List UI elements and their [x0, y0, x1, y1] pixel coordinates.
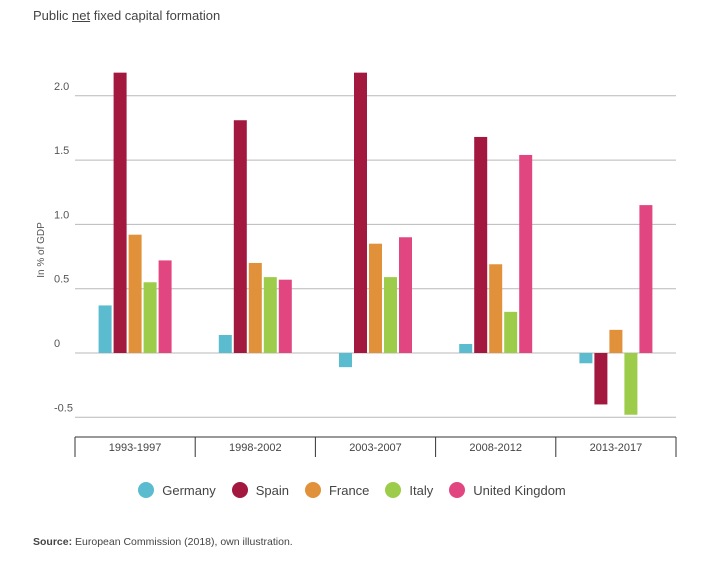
- legend-label: Germany: [162, 482, 216, 498]
- bar-united-kingdom-1998-2002: [278, 279, 292, 353]
- x-tick-label: 2013-2017: [590, 442, 643, 454]
- bar-germany-2003-2007: [339, 353, 352, 368]
- y-tick-label: 0.5: [54, 274, 69, 286]
- title-prefix: Public: [33, 8, 73, 23]
- x-tick-label: 1998-2002: [229, 442, 282, 454]
- bar-united-kingdom-2013-2017: [639, 205, 653, 353]
- bar-germany-2008-2012: [459, 343, 473, 353]
- bar-italy-2013-2017: [624, 353, 638, 415]
- legend-label: Spain: [255, 482, 289, 498]
- bar-united-kingdom-1993-1997: [158, 260, 172, 353]
- bar-spain-1993-1997: [113, 72, 127, 353]
- y-tick-label: 2.0: [54, 81, 69, 93]
- bar-italy-1998-2002: [263, 277, 277, 353]
- y-tick-label: -0.5: [54, 402, 73, 414]
- bar-united-kingdom-2008-2012: [519, 154, 533, 353]
- legend-item: United Kingdom: [449, 482, 566, 498]
- bar-france-2013-2017: [609, 329, 623, 353]
- bar-spain-1998-2002: [233, 120, 247, 353]
- legend-swatch: [231, 482, 248, 498]
- legend-swatch: [138, 482, 155, 498]
- legend: Germany Spain France Italy United Kingdom: [0, 482, 704, 498]
- bar-spain-2008-2012: [474, 136, 488, 353]
- x-axis: 1993-1997 1998-2002 2003-2007 2008-2012 2013…: [74, 436, 677, 457]
- title-suffix: fixed capital formation: [90, 8, 221, 23]
- bar-france-1998-2002: [248, 262, 262, 353]
- bar-italy-2008-2012: [504, 311, 518, 353]
- legend-item: Spain: [231, 482, 289, 498]
- legend-swatch: [304, 482, 321, 498]
- bar-france-2008-2012: [489, 264, 503, 353]
- bar-france-2003-2007: [369, 243, 382, 353]
- bar-germany-1993-1997: [98, 305, 112, 353]
- x-tick-label: 2003-2007: [349, 442, 402, 454]
- legend-label: Italy: [409, 482, 434, 498]
- bar-germany-1998-2002: [218, 334, 232, 353]
- bar-spain-2013-2017: [594, 353, 608, 405]
- chart-title: Public net fixed capital formation: [33, 8, 220, 23]
- y-tick-label: 1.5: [54, 145, 69, 157]
- legend-item: Germany: [138, 482, 216, 498]
- legend-swatch: [385, 482, 402, 498]
- x-tick-label: 2008-2012: [469, 442, 522, 454]
- source-label: Source:: [33, 536, 73, 548]
- bars: [98, 72, 653, 415]
- y-axis-label: In % of GDP: [36, 222, 47, 278]
- x-tick-label: 1993-1997: [109, 442, 162, 454]
- legend-label: France: [328, 482, 370, 498]
- bar-italy-2003-2007: [384, 277, 397, 353]
- source-note: Source: European Commission (2018), own …: [33, 536, 293, 548]
- legend-label: United Kingdom: [473, 482, 566, 498]
- bar-united-kingdom-2003-2007: [399, 237, 412, 353]
- bar-chart: 2.01.51.00.50-0.5 In % of GDP 1993-1997 1…: [36, 72, 677, 457]
- legend-swatch: [449, 482, 466, 498]
- y-axis-ticks: 2.0 1.5 1.0 0.5 0 -0.5: [54, 81, 73, 414]
- source-text: European Commission (2018), own illustra…: [72, 536, 293, 548]
- y-tick-label: 0: [54, 338, 60, 350]
- bar-italy-1993-1997: [143, 282, 157, 353]
- legend-item: Italy: [385, 482, 433, 498]
- bar-germany-2013-2017: [579, 353, 593, 364]
- legend-item: France: [304, 482, 370, 498]
- bar-france-1993-1997: [128, 234, 142, 353]
- title-underlined-word: net: [72, 8, 91, 23]
- bar-spain-2003-2007: [354, 72, 367, 353]
- y-tick-label: 1.0: [54, 209, 69, 221]
